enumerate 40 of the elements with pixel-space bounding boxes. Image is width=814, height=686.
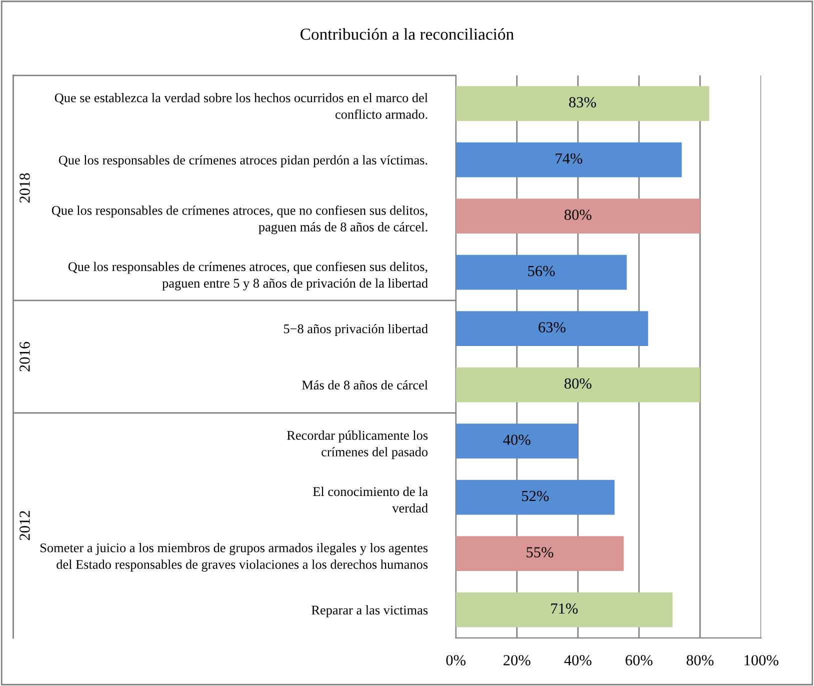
- x-tick-label: 40%: [564, 655, 592, 666]
- y-tick-label: Que los responsables de crímenes atroces, que confiesen sus delitos, paguen entre 5 y 8 años de privación de la libertad: [68, 262, 428, 290]
- bar: [456, 142, 682, 178]
- x-tick-label: 80%: [686, 655, 714, 666]
- bar: [456, 592, 673, 628]
- text: 2012: [20, 511, 30, 540]
- data-label: 80%: [564, 378, 592, 389]
- data-label: 52%: [522, 490, 549, 502]
- data-label: 63%: [538, 322, 566, 332]
- bar: [456, 198, 700, 234]
- x-tick-label: 60%: [626, 655, 652, 666]
- chart-title: Contribución a la reconciliación: [300, 28, 514, 40]
- text: 2016: [20, 342, 30, 372]
- bar: [456, 367, 700, 402]
- bar: [456, 311, 648, 346]
- x-tick-label: 100%: [744, 655, 778, 666]
- y-tick-label: Que los responsables de crímenes atroces, que no confiesen sus delitos, paguen más de 8 años de cárcel.: [52, 205, 428, 234]
- y-tick-label: El conocimiento de la verdad: [313, 486, 428, 513]
- data-label: 55%: [526, 547, 554, 558]
- data-label: 71%: [551, 603, 578, 614]
- data-label: 56%: [528, 266, 555, 276]
- data-label: 80%: [564, 210, 592, 220]
- text: 2018: [20, 173, 30, 203]
- bar: [456, 86, 710, 122]
- y-tick-label: Reparar a las victimas: [312, 605, 428, 618]
- data-label: 40%: [503, 434, 530, 445]
- data-label: 83%: [569, 97, 596, 108]
- x-tick-label: 0%: [446, 655, 466, 666]
- x-tick-label: 20%: [504, 655, 530, 666]
- y-tick-label: Que se establezca la verdad sobre los hechos ocurridos en el marco del conflicto armado.: [54, 93, 428, 119]
- bar: [456, 424, 578, 459]
- y-tick-label: 5−8 años privación libertad: [284, 324, 428, 336]
- y-tick-label: Recordar públicamente los crímenes del pasado: [287, 430, 428, 460]
- bar: [456, 254, 627, 290]
- y-tick-label: Que los responsables de crímenes atroces pidan perdón a las víctimas.: [58, 155, 428, 168]
- y-tick-label: Someter a juicio a los miembros de grupos armados ilegales y los agentes del Estado responsables de graves violaciones a los derechos humanos: [40, 543, 428, 572]
- y-tick-label: Más de 8 años de cárcel: [302, 380, 428, 390]
- bar: [456, 536, 624, 572]
- bar: [456, 480, 615, 515]
- data-label: 74%: [556, 153, 582, 164]
